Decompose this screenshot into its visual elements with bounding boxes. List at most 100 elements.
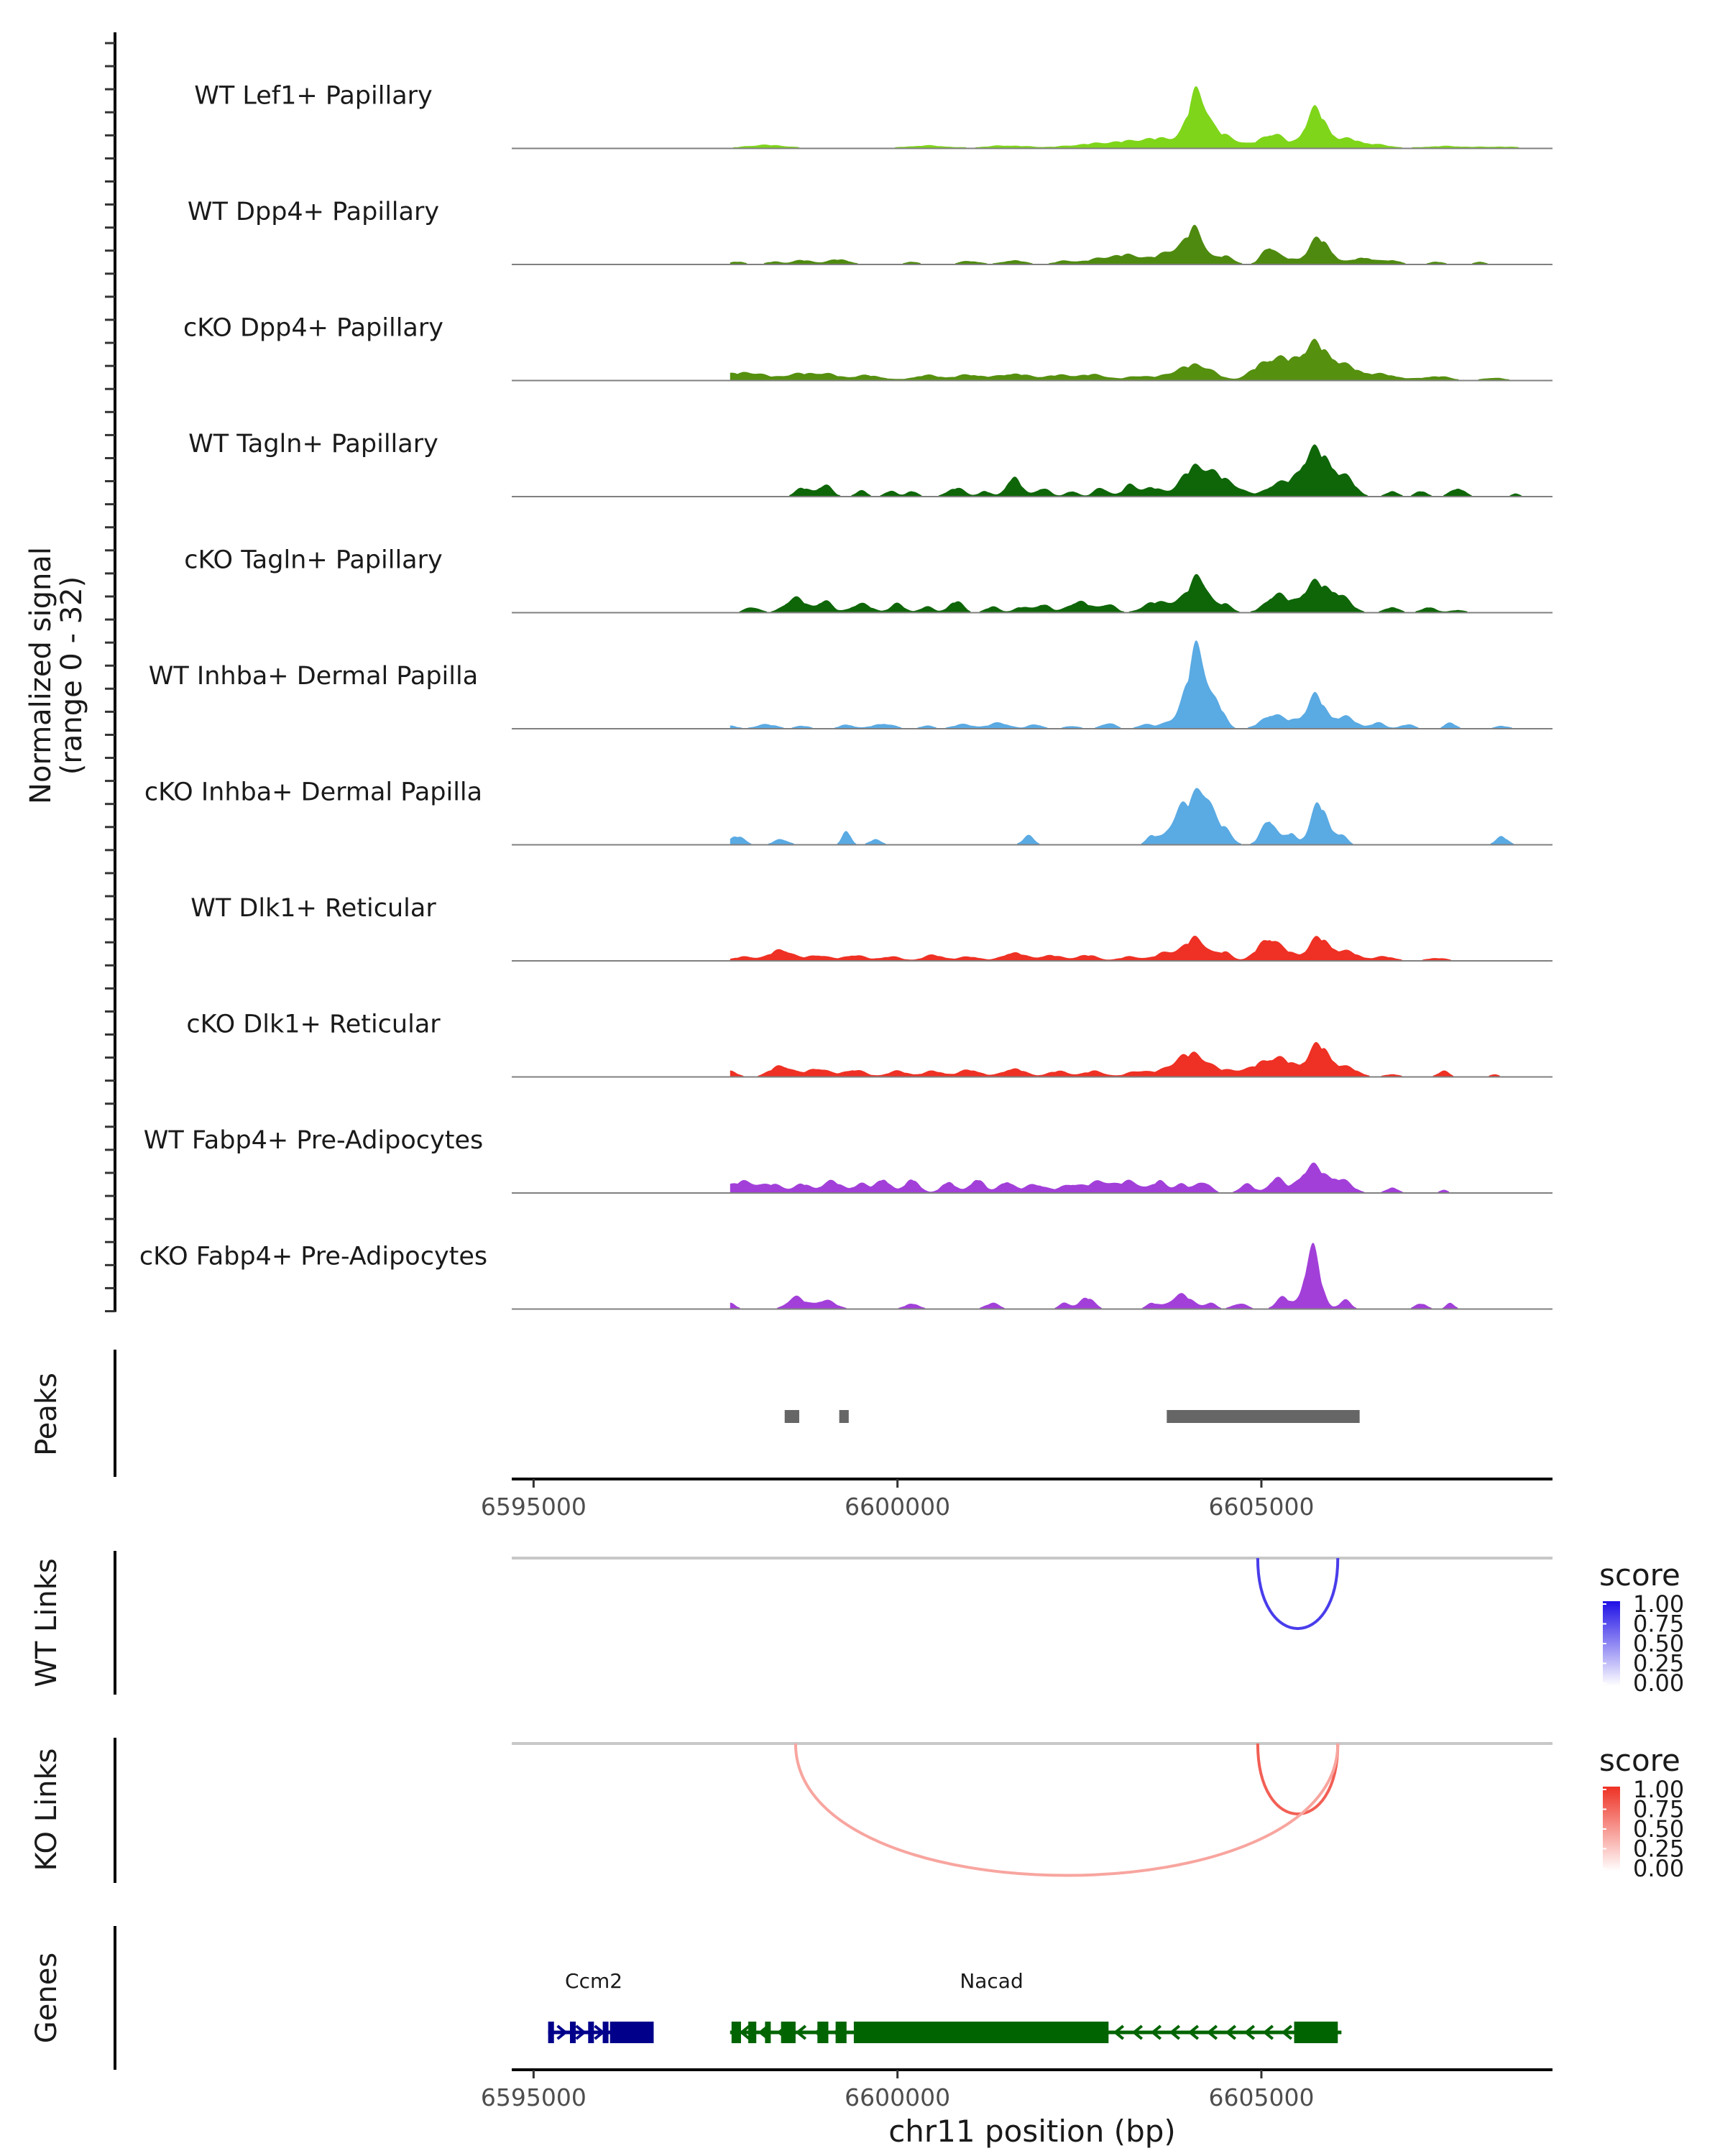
gene-exon (835, 2022, 847, 2043)
coverage-track-10: cKO Fabp4+ Pre-Adipocytes (139, 1243, 1552, 1310)
gene-label: Nacad (960, 1969, 1023, 1993)
peak-region (1167, 1410, 1360, 1423)
gene-exon (748, 2022, 757, 2043)
track-label: cKO Dlk1+ Reticular (186, 1010, 441, 1039)
coverage-area-series (730, 1162, 1524, 1193)
track-label: WT Tagln+ Papillary (188, 430, 438, 459)
legend-tick-label: 1.00 (1633, 1590, 1684, 1618)
track-label: WT Fabp4+ Pre-Adipocytes (144, 1126, 483, 1155)
coverage-area-series (730, 1041, 1524, 1077)
coverage-track-4: cKO Tagln+ Papillary (184, 546, 1552, 614)
track-label: WT Dpp4+ Papillary (188, 198, 439, 226)
legend-tick-label: 0.75 (1633, 1611, 1684, 1638)
x-axis-upper: 6595000 6600000 6605000 (481, 1478, 1552, 1521)
legend-tick-label: 0.75 (1633, 1796, 1684, 1823)
strand-arrow (1281, 2024, 1293, 2040)
gene-exon (602, 2022, 609, 2043)
track-label: cKO Inhba+ Dermal Papilla (144, 778, 482, 807)
coverage-track-7: WT Dlk1+ Reticular (190, 894, 1552, 962)
coverage-y-label-line2: (range 0 - 32) (55, 576, 88, 775)
strand-arrow (1243, 2024, 1256, 2040)
gene-exon (731, 2022, 741, 2043)
coverage-y-axis (105, 32, 116, 1312)
legend-title: score (1599, 1743, 1680, 1778)
strand-arrow (575, 2024, 586, 2040)
coverage-y-label-line1: Normalized signal (24, 547, 58, 804)
strand-arrow (1169, 2024, 1181, 2040)
gene-ccm2: Ccm2 (548, 1969, 654, 2043)
gene-exon (610, 2022, 654, 2043)
strand-arrow (556, 2024, 568, 2040)
peak-region (784, 1410, 799, 1423)
coverage-track-8: cKO Dlk1+ Reticular (186, 1010, 1552, 1078)
strand-arrow (1187, 2024, 1200, 2040)
link-arc (1256, 1743, 1340, 1816)
strand-arrow (1131, 2024, 1144, 2040)
genes-label: Genes (30, 1953, 63, 2043)
coverage-track-3: WT Tagln+ Papillary (188, 430, 1552, 497)
strand-arrow (1206, 2024, 1218, 2040)
gene-exon (548, 2022, 554, 2043)
x-tick-label: 6600000 (845, 2083, 950, 2111)
gene-exon (1294, 2022, 1338, 2043)
genes-track: Ccm2 Nacad (548, 1969, 1342, 2043)
legend-tick-label: 1.00 (1633, 1776, 1684, 1803)
coverage-area-series (730, 338, 1524, 381)
track-label: cKO Tagln+ Papillary (184, 546, 443, 575)
x-tick-label: 6595000 (481, 2083, 586, 2111)
gene-exon (765, 2022, 771, 2043)
coverage-area-series (730, 788, 1524, 845)
coverage-track-2: cKO Dpp4+ Papillary (183, 314, 1552, 382)
coverage-tracks: WT Lef1+ Papillary WT Dpp4+ Papillary cKO … (139, 82, 1552, 1310)
legend-tick-label: 0.25 (1633, 1835, 1684, 1863)
x-axis-title: chr11 position (bp) (888, 2114, 1176, 2149)
gene-nacad: Nacad (730, 1969, 1342, 2043)
gene-exon (853, 2022, 1109, 2043)
coverage-track-9: WT Fabp4+ Pre-Adipocytes (144, 1126, 1552, 1194)
coverage-track-5: WT Inhba+ Dermal Papilla (149, 640, 1552, 729)
x-axis-lower: 6595000 6600000 6605000 (481, 2068, 1552, 2111)
x-tick-label: 6600000 (845, 1493, 950, 1521)
coverage-track-1: WT Dpp4+ Papillary (188, 198, 1552, 265)
legend-tick-label: 0.50 (1633, 1630, 1684, 1657)
peaks-track (784, 1410, 1360, 1423)
legend-tick-label: 0.25 (1633, 1650, 1684, 1677)
strand-arrow (795, 2024, 807, 2040)
ko-links-arcs (794, 1743, 1340, 1877)
coverage-area-series (730, 573, 1524, 613)
gene-exon (817, 2022, 829, 2043)
track-label: cKO Dpp4+ Papillary (183, 314, 443, 343)
gene-exon (781, 2022, 796, 2043)
gene-exon (588, 2022, 594, 2043)
wt-links-label: WT Links (30, 1558, 63, 1687)
x-tick-label: 6605000 (1208, 2083, 1314, 2111)
coverage-area-series (730, 444, 1524, 497)
strand-arrow (1150, 2024, 1162, 2040)
gene-label: Ccm2 (565, 1969, 622, 1993)
track-label: cKO Fabp4+ Pre-Adipocytes (139, 1243, 487, 1271)
wt-links-arcs (1256, 1557, 1340, 1631)
track-label: WT Dlk1+ Reticular (190, 894, 436, 923)
legend-tick-label: 0.00 (1633, 1855, 1684, 1882)
strand-arrow (1262, 2024, 1274, 2040)
gene-exon (570, 2022, 576, 2043)
link-arc (794, 1743, 1340, 1877)
coverage-track-0: WT Lef1+ Papillary (194, 82, 1552, 149)
coverage-area-series (730, 640, 1524, 729)
track-label: WT Lef1+ Papillary (194, 82, 433, 111)
legend-tick-label: 0.00 (1633, 1669, 1684, 1697)
peak-region (839, 1410, 849, 1423)
strand-arrow (739, 2024, 751, 2040)
track-label: WT Inhba+ Dermal Papilla (149, 662, 478, 691)
strand-arrow (1225, 2024, 1237, 2040)
x-tick-label: 6595000 (481, 1493, 586, 1521)
peaks-label: Peaks (30, 1373, 63, 1456)
x-tick-label: 6605000 (1208, 1493, 1314, 1521)
ko-links-label: KO Links (30, 1749, 63, 1871)
coverage-area-series (730, 224, 1524, 264)
coverage-track-6: cKO Inhba+ Dermal Papilla (144, 778, 1552, 846)
strand-arrow (1113, 2024, 1125, 2040)
coverage-area-series (730, 1243, 1524, 1309)
